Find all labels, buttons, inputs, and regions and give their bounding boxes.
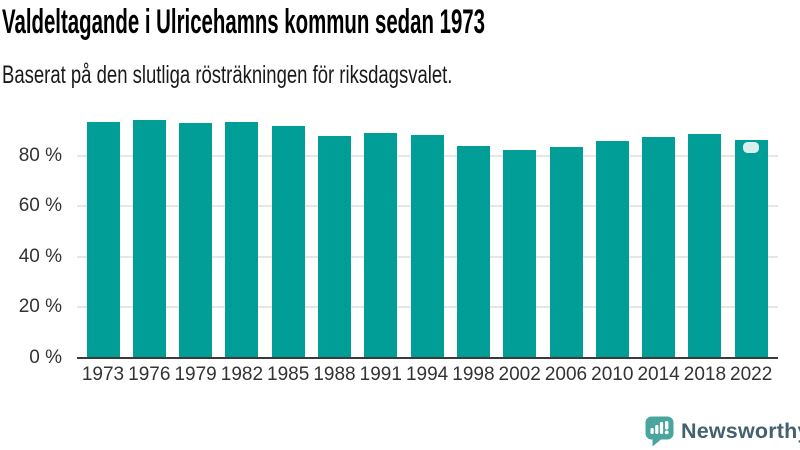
x-axis-tick-label-2010: 2010 <box>591 363 634 385</box>
newsworthy-logo-icon <box>645 416 674 447</box>
exclamation-dot <box>664 430 669 435</box>
x-axis-tick-label-1985: 1985 <box>267 363 310 385</box>
x-axis-tick-label-1979: 1979 <box>174 363 217 385</box>
x-axis-tick-label-2006: 2006 <box>544 363 588 385</box>
x-axis-tick-label-1991: 1991 <box>359 363 402 385</box>
bar-2002[interactable] <box>503 149 537 358</box>
x-axis-tick-label-2002: 2002 <box>498 363 541 385</box>
bar-2022[interactable] <box>734 139 768 358</box>
chart-title: Valdeltagande i Ulricehamns kommun sedan… <box>2 3 485 41</box>
bar-1988[interactable] <box>318 135 351 358</box>
bar-1994[interactable] <box>410 134 444 358</box>
x-axis-tick-label-2022: 2022 <box>730 363 773 385</box>
bar-1998[interactable] <box>456 146 490 358</box>
bar-1982[interactable] <box>225 121 259 358</box>
chart-subtitle: Baserat på den slutliga rösträkningen fö… <box>2 61 453 89</box>
bar-1985[interactable] <box>271 125 305 358</box>
x-axis-tick-label-1988: 1988 <box>313 363 356 385</box>
y-axis-tick-label-20: 20 % <box>18 296 62 317</box>
y-axis-tick-label-60: 60 % <box>18 195 62 216</box>
x-axis-line <box>77 356 778 359</box>
x-axis-tick-label-1994: 1994 <box>405 363 449 385</box>
x-axis-tick-label-1976: 1976 <box>128 363 171 385</box>
bar-1991[interactable] <box>364 132 398 358</box>
bar-2018[interactable] <box>688 133 722 358</box>
bar-1973[interactable] <box>86 121 120 358</box>
newsworthy-logo-text: Newsworthy <box>681 419 800 443</box>
bar-2014[interactable] <box>642 137 676 358</box>
logo-mini-bar-chart <box>650 421 669 435</box>
x-axis-tick-label-2014: 2014 <box>637 363 680 385</box>
bar-2010[interactable] <box>595 140 629 358</box>
bar-1979[interactable] <box>179 122 213 358</box>
y-axis-tick-label-0: 0 % <box>29 346 62 368</box>
bar-2006[interactable] <box>549 147 583 358</box>
x-axis-tick-label-2018: 2018 <box>683 363 727 385</box>
x-axis-tick-label-1998: 1998 <box>452 363 495 385</box>
bar-1976[interactable] <box>132 120 166 358</box>
exclamation-bar <box>665 421 669 430</box>
latest-bar-highlight-cap <box>743 141 760 153</box>
x-axis-tick-label-1973: 1973 <box>81 363 125 385</box>
newsworthy-logo: Newsworthy <box>645 416 800 447</box>
y-axis-tick-label-80: 80 % <box>18 144 62 166</box>
x-axis-tick-label-1982: 1982 <box>220 363 264 385</box>
y-axis-tick-label-40: 40 % <box>18 245 62 267</box>
